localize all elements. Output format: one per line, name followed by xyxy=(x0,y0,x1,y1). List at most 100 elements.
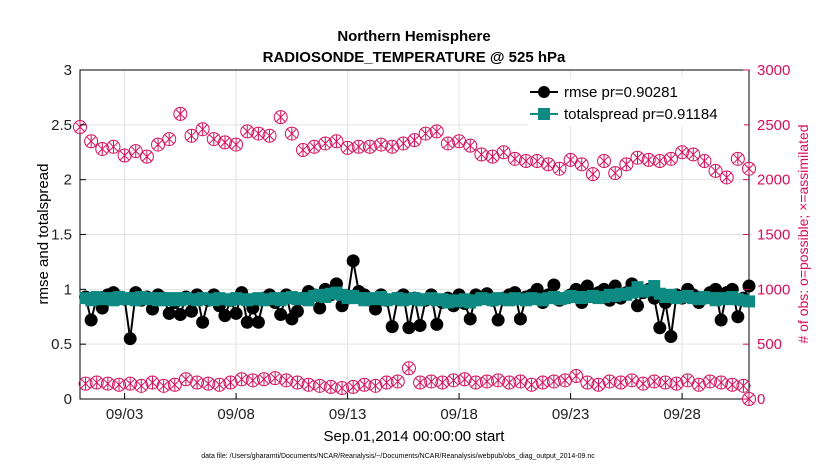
rmse-point xyxy=(385,320,399,334)
rmse-point xyxy=(290,304,304,318)
chart-title: Northern Hemisphere xyxy=(337,28,490,45)
rmse-point xyxy=(196,315,210,329)
obs-count-point xyxy=(714,375,729,390)
obs-possible-marker xyxy=(273,110,288,125)
y2-tick-label: 0 xyxy=(757,391,765,408)
obs-possible-marker xyxy=(602,374,617,389)
obs-possible-marker xyxy=(178,372,193,387)
rmse-point xyxy=(368,302,382,316)
obs-count-point xyxy=(468,375,483,390)
obs-count-point xyxy=(89,375,104,390)
obs-count-point xyxy=(535,375,550,390)
obs-possible-marker xyxy=(256,372,271,387)
legend: rmse pr=0.90281 totalspread pr=0.91184 xyxy=(528,78,744,126)
y-tick-label: 2 xyxy=(64,172,72,189)
y2-tick-label: 2500 xyxy=(757,117,790,134)
obs-possible-marker xyxy=(234,372,249,387)
obs-possible-marker xyxy=(429,124,444,139)
obs-count-point xyxy=(262,128,277,143)
obs-possible-marker xyxy=(708,163,723,178)
obs-possible-marker xyxy=(658,375,673,390)
obs-possible-marker xyxy=(318,136,333,151)
obs-possible-marker xyxy=(368,378,383,393)
obs-possible-marker xyxy=(407,133,422,148)
obs-possible-marker xyxy=(329,134,344,149)
obs-possible-marker xyxy=(100,376,115,391)
obs-possible-marker xyxy=(647,374,662,389)
obs-count-point xyxy=(569,368,584,383)
series-2 xyxy=(73,106,756,185)
obs-possible-marker xyxy=(340,140,355,155)
obs-count-point xyxy=(401,361,416,376)
obs-count-point xyxy=(100,376,115,391)
obs-possible-marker xyxy=(675,145,690,160)
obs-possible-marker xyxy=(362,139,377,154)
rmse-point xyxy=(185,304,198,318)
series-1 xyxy=(79,280,755,309)
obs-count-point xyxy=(663,151,678,166)
y-tick-label: 3 xyxy=(64,62,72,79)
x-tick-label: 09/03 xyxy=(106,406,144,423)
obs-count-point xyxy=(346,379,361,394)
obs-possible-marker xyxy=(714,375,729,390)
obs-count-point xyxy=(167,377,182,392)
obs-possible-marker xyxy=(89,375,104,390)
y2-tick-label: 1000 xyxy=(757,281,790,298)
obs-count-point xyxy=(608,166,623,181)
obs-possible-marker xyxy=(491,373,506,388)
obs-count-point xyxy=(362,139,377,154)
obs-count-point xyxy=(128,144,143,159)
obs-count-point xyxy=(396,136,411,151)
obs-possible-marker xyxy=(307,139,322,154)
obs-count-point xyxy=(318,136,333,151)
obs-count-point xyxy=(680,373,695,388)
x-tick-label: 09/28 xyxy=(663,406,701,423)
obs-possible-marker xyxy=(546,374,561,389)
obs-possible-marker xyxy=(357,377,372,392)
obs-possible-marker xyxy=(435,375,450,390)
obs-possible-marker xyxy=(519,154,533,169)
obs-possible-marker xyxy=(396,136,411,151)
obs-possible-marker xyxy=(457,372,472,387)
obs-count-point xyxy=(374,137,389,152)
rmse-point xyxy=(413,319,427,333)
obs-possible-marker xyxy=(580,375,595,390)
obs-count-point xyxy=(212,377,227,392)
obs-possible-marker xyxy=(524,377,539,392)
rmse-point xyxy=(742,279,756,293)
obs-possible-marker xyxy=(479,374,494,389)
obs-possible-marker xyxy=(502,375,517,390)
rmse-point xyxy=(714,313,728,327)
obs-count-point xyxy=(652,154,667,169)
obs-count-point xyxy=(184,128,199,143)
obs-possible-marker xyxy=(279,373,294,388)
obs-possible-marker xyxy=(413,375,428,390)
y2-tick-label: 3000 xyxy=(757,62,790,79)
obs-possible-marker xyxy=(585,167,600,182)
obs-count-point xyxy=(279,373,294,388)
obs-count-point xyxy=(379,375,394,390)
obs-count-point xyxy=(284,126,299,141)
obs-possible-marker xyxy=(591,377,606,392)
obs-count-point xyxy=(273,110,288,125)
obs-count-point xyxy=(73,120,87,135)
rmse-point xyxy=(731,310,745,324)
obs-count-point xyxy=(418,126,433,141)
obs-count-point xyxy=(178,372,193,387)
rmse-point xyxy=(547,278,561,292)
obs-possible-marker xyxy=(151,137,166,152)
obs-possible-marker xyxy=(217,135,232,150)
obs-possible-marker xyxy=(574,157,589,172)
rmse-point xyxy=(313,301,327,315)
rmse-point xyxy=(631,299,644,313)
obs-count-point xyxy=(340,140,355,155)
obs-count-point xyxy=(591,377,606,392)
obs-possible-marker xyxy=(742,161,756,176)
obs-count-point xyxy=(206,132,221,147)
obs-possible-marker xyxy=(535,375,550,390)
obs-possible-marker xyxy=(190,375,205,390)
obs-possible-marker xyxy=(195,122,210,137)
obs-possible-marker xyxy=(106,139,121,154)
obs-possible-marker xyxy=(686,147,701,162)
obs-possible-marker xyxy=(284,126,299,141)
